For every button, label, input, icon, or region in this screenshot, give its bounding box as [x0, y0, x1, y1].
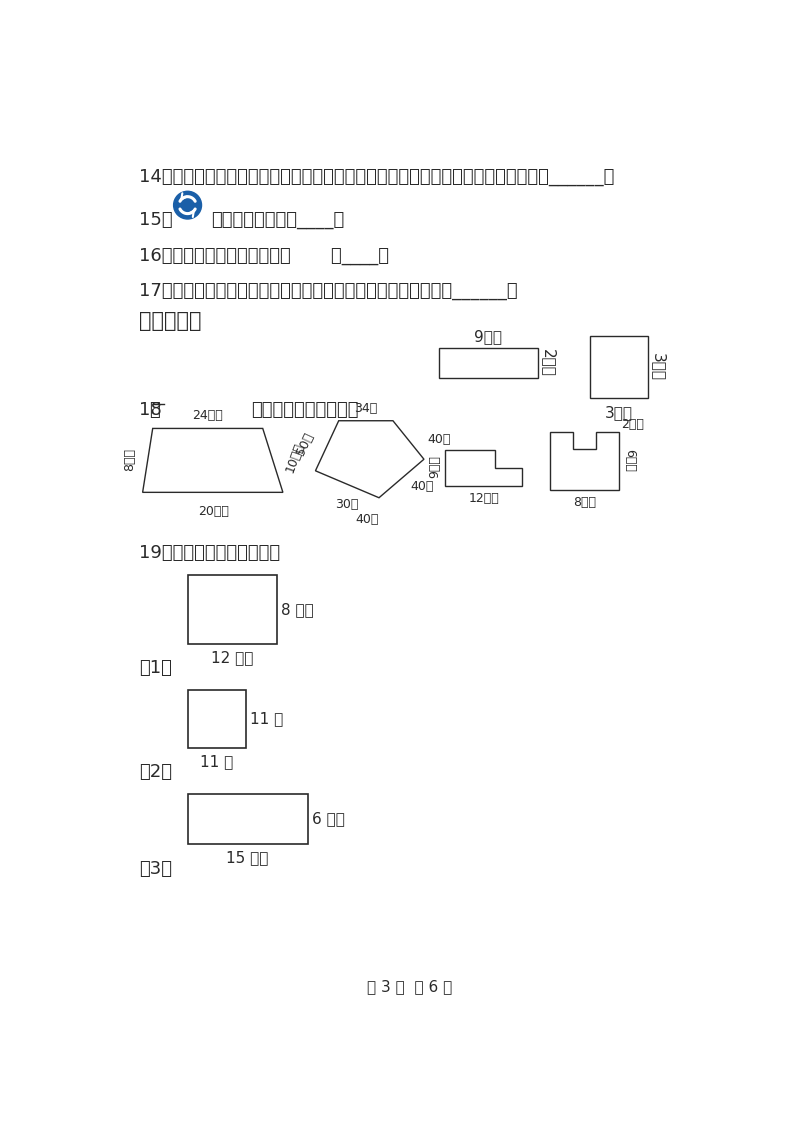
Text: 第 3 页  共 6 页: 第 3 页 共 6 页 [367, 979, 453, 994]
Text: （3）: （3） [138, 859, 172, 877]
Circle shape [174, 191, 202, 218]
Text: 40米: 40米 [356, 513, 379, 526]
Text: 11 米: 11 米 [200, 754, 233, 769]
Bar [438, 348, 538, 378]
Text: 14．把两个正方形拼成一个长方形，长方形的面积等于这两个正方形的面积之和．（______）: 14．把两个正方形拼成一个长方形，长方形的面积等于这两个正方形的面积之和．（__… [138, 169, 614, 186]
Text: 6厘米: 6厘米 [623, 449, 636, 472]
Text: 40米: 40米 [410, 480, 434, 492]
Text: 17．黄昏时，当你面对太阳，你的前面是东边，后边是西边．（______）: 17．黄昏时，当你面对太阳，你的前面是东边，后边是西边．（______） [138, 282, 518, 300]
Text: 9厘米: 9厘米 [474, 329, 502, 344]
Text: 15 分米: 15 分米 [226, 850, 269, 865]
Text: 12厘米: 12厘米 [468, 491, 499, 505]
Text: 计算下面图形的周长。: 计算下面图形的周长。 [251, 402, 358, 420]
Text: 是轴对称图形．（____）: 是轴对称图形．（____） [211, 212, 344, 230]
Text: （2）: （2） [138, 763, 172, 781]
Text: 34米: 34米 [354, 402, 378, 414]
Text: 8厘米: 8厘米 [122, 448, 136, 471]
Bar [590, 336, 648, 397]
Text: 12 厘米: 12 厘米 [210, 650, 253, 666]
Text: 8厘米: 8厘米 [573, 496, 596, 509]
Text: 11 米: 11 米 [250, 711, 283, 727]
Text: 24厘米: 24厘米 [192, 410, 223, 422]
Text: 6 分米: 6 分米 [311, 812, 345, 826]
Bar [187, 575, 277, 644]
Text: 40米: 40米 [428, 432, 451, 446]
Bar [187, 795, 308, 844]
Text: 50米: 50米 [294, 430, 315, 457]
Text: 3分米: 3分米 [605, 405, 633, 420]
Text: 2厘米: 2厘米 [541, 349, 556, 377]
Bar [187, 691, 246, 748]
Text: 30米: 30米 [334, 498, 358, 511]
Text: 19．计算下面图形的面积。: 19．计算下面图形的面积。 [138, 544, 280, 561]
Text: （1）: （1） [138, 660, 172, 677]
Text: 20厘米: 20厘米 [198, 506, 229, 518]
Text: 15．: 15． [138, 212, 172, 230]
Text: 2厘米: 2厘米 [622, 418, 645, 431]
Text: 3分米: 3分米 [651, 353, 666, 380]
Text: 四、计算题: 四、计算题 [138, 311, 202, 332]
Text: 9厘米: 9厘米 [428, 455, 441, 479]
Text: 18: 18 [138, 402, 162, 420]
Text: 10厘米: 10厘米 [284, 441, 306, 474]
Text: 16．正方形只有一条对称轴。       （____）: 16．正方形只有一条对称轴。 （____） [138, 248, 389, 266]
Text: 8 厘米: 8 厘米 [281, 602, 314, 617]
Text: ．: ． [149, 402, 159, 420]
